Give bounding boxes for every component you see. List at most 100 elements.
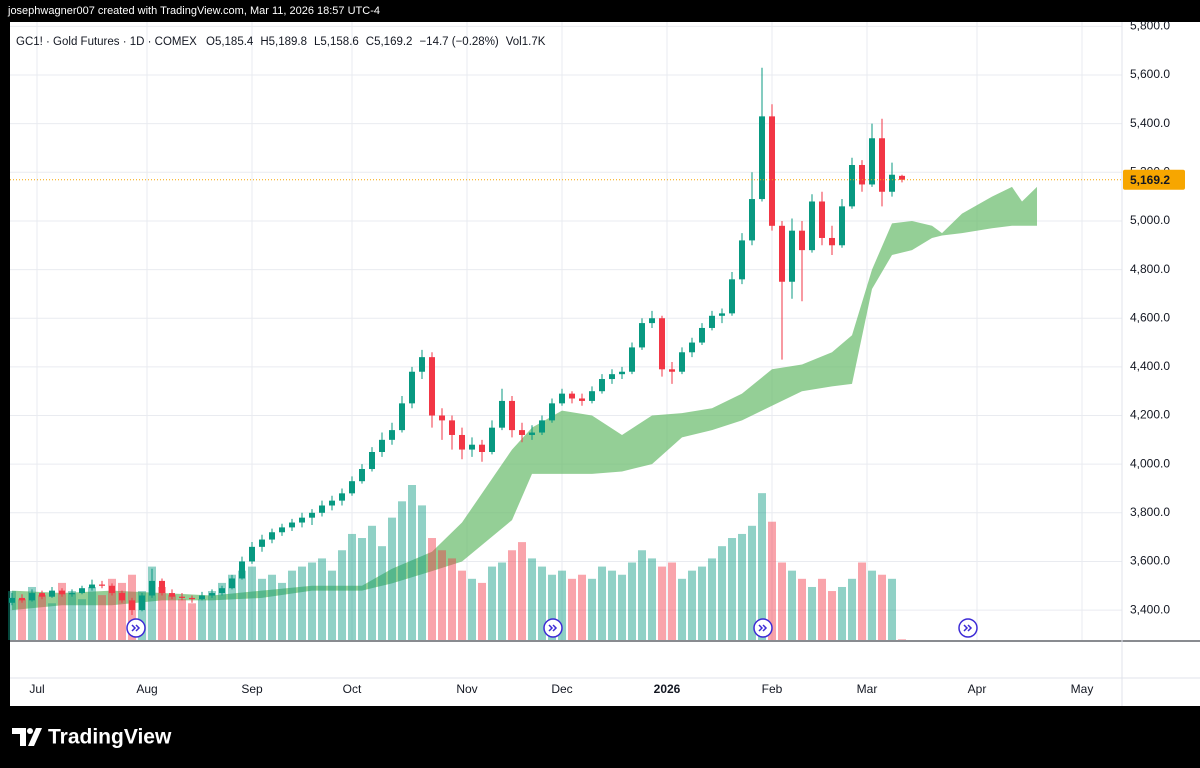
volume-bar xyxy=(458,570,466,640)
candle-body xyxy=(29,593,35,601)
legend-item: H5,189.8 xyxy=(260,36,307,48)
candle-body xyxy=(839,206,845,246)
y-tick-label: 3,600.0 xyxy=(1130,554,1170,568)
volume-bar xyxy=(328,570,336,640)
cloud-layer xyxy=(12,186,1037,611)
volume-bar xyxy=(378,546,386,640)
volume-bar xyxy=(398,501,406,640)
volume-bar xyxy=(18,599,26,640)
candle-body xyxy=(729,279,735,314)
x-tick-label: Oct xyxy=(343,682,362,696)
event-icon[interactable] xyxy=(126,618,146,638)
candle-body xyxy=(429,357,435,416)
x-tick-label: Mar xyxy=(857,682,878,696)
candle-body xyxy=(79,588,85,594)
candle-body xyxy=(359,469,365,482)
x-tick-label: Jul xyxy=(29,682,44,696)
volume-bar xyxy=(598,566,606,640)
volume-bar xyxy=(688,570,696,640)
volume-bar xyxy=(778,562,786,640)
candle-body xyxy=(639,323,645,348)
volume-bar xyxy=(618,574,626,640)
event-icon[interactable] xyxy=(958,618,978,638)
y-tick-label: 3,800.0 xyxy=(1130,505,1170,519)
candle-body xyxy=(9,597,15,603)
candle-body xyxy=(49,590,55,597)
top-bar: josephwagner007 created with TradingView… xyxy=(7,5,380,17)
y-tick-label: 4,400.0 xyxy=(1130,359,1170,373)
volume-bar xyxy=(308,562,316,640)
volume-bar xyxy=(898,639,906,640)
volume-bar xyxy=(258,578,266,640)
candle-body xyxy=(329,500,335,506)
volume-bar xyxy=(468,578,476,640)
x-tick-label: Feb xyxy=(762,682,783,696)
y-tick-label: 4,800.0 xyxy=(1130,262,1170,276)
volume-bar xyxy=(148,566,156,640)
candle-body xyxy=(559,393,565,404)
volume-bar xyxy=(188,603,196,640)
candle-body xyxy=(379,439,385,452)
volume-bar xyxy=(28,586,36,640)
candle-body xyxy=(859,165,865,185)
candle-body xyxy=(289,522,295,528)
candle-body xyxy=(229,578,235,589)
candle-body xyxy=(819,201,825,238)
volume-bar xyxy=(708,558,716,640)
volume-bar xyxy=(588,578,596,640)
candle-body xyxy=(449,420,455,435)
volume-bar xyxy=(98,595,106,640)
candle-body xyxy=(459,434,465,450)
candle-body xyxy=(239,561,245,579)
candle-body xyxy=(219,588,225,594)
volume-bar xyxy=(648,558,656,640)
candle-body xyxy=(789,230,795,282)
candle-body xyxy=(279,527,285,533)
candle-body xyxy=(799,230,805,251)
volume-bar xyxy=(818,578,826,640)
candle-body xyxy=(69,593,75,595)
candle-body xyxy=(249,546,255,562)
candle-body xyxy=(389,430,395,440)
candle-body xyxy=(709,315,715,328)
candle-body xyxy=(719,313,725,316)
candle-body xyxy=(469,444,475,450)
volume-bar xyxy=(288,570,296,640)
event-icon[interactable] xyxy=(543,618,563,638)
candle-body xyxy=(689,342,695,353)
volume-bar xyxy=(518,542,526,640)
candle-body xyxy=(609,374,615,380)
volume-bar xyxy=(8,591,16,640)
x-tick-label: Nov xyxy=(456,682,477,696)
x-tick-label: Aug xyxy=(136,682,157,696)
candle-body xyxy=(589,391,595,401)
candle-body xyxy=(489,427,495,452)
candle-body xyxy=(479,444,485,452)
volume-bar xyxy=(248,566,256,640)
candle-body xyxy=(339,493,345,501)
y-tick-label: 4,600.0 xyxy=(1130,310,1170,324)
volume-bar xyxy=(268,574,276,640)
candle-body xyxy=(39,593,45,597)
volume-bar xyxy=(558,570,566,640)
y-tick-label: 5,400.0 xyxy=(1130,116,1170,130)
event-icon[interactable] xyxy=(753,618,773,638)
volume-bar xyxy=(298,566,306,640)
candle-body xyxy=(209,593,215,596)
volume-layer xyxy=(8,485,906,640)
volume-bar xyxy=(48,603,56,640)
candle-body xyxy=(119,593,125,601)
symbol-title: GC1! · Gold Futures · 1D · COMEX xyxy=(16,36,197,48)
volume-bar xyxy=(868,570,876,640)
candle-body xyxy=(569,393,575,399)
candle-body xyxy=(619,371,625,375)
volume-bar xyxy=(568,578,576,640)
candle-body xyxy=(159,580,165,594)
volume-bar xyxy=(108,578,116,640)
y-tick-label: 5,000.0 xyxy=(1130,213,1170,227)
candle-body xyxy=(749,199,755,241)
candle-body xyxy=(579,398,585,401)
candle-body xyxy=(849,165,855,207)
